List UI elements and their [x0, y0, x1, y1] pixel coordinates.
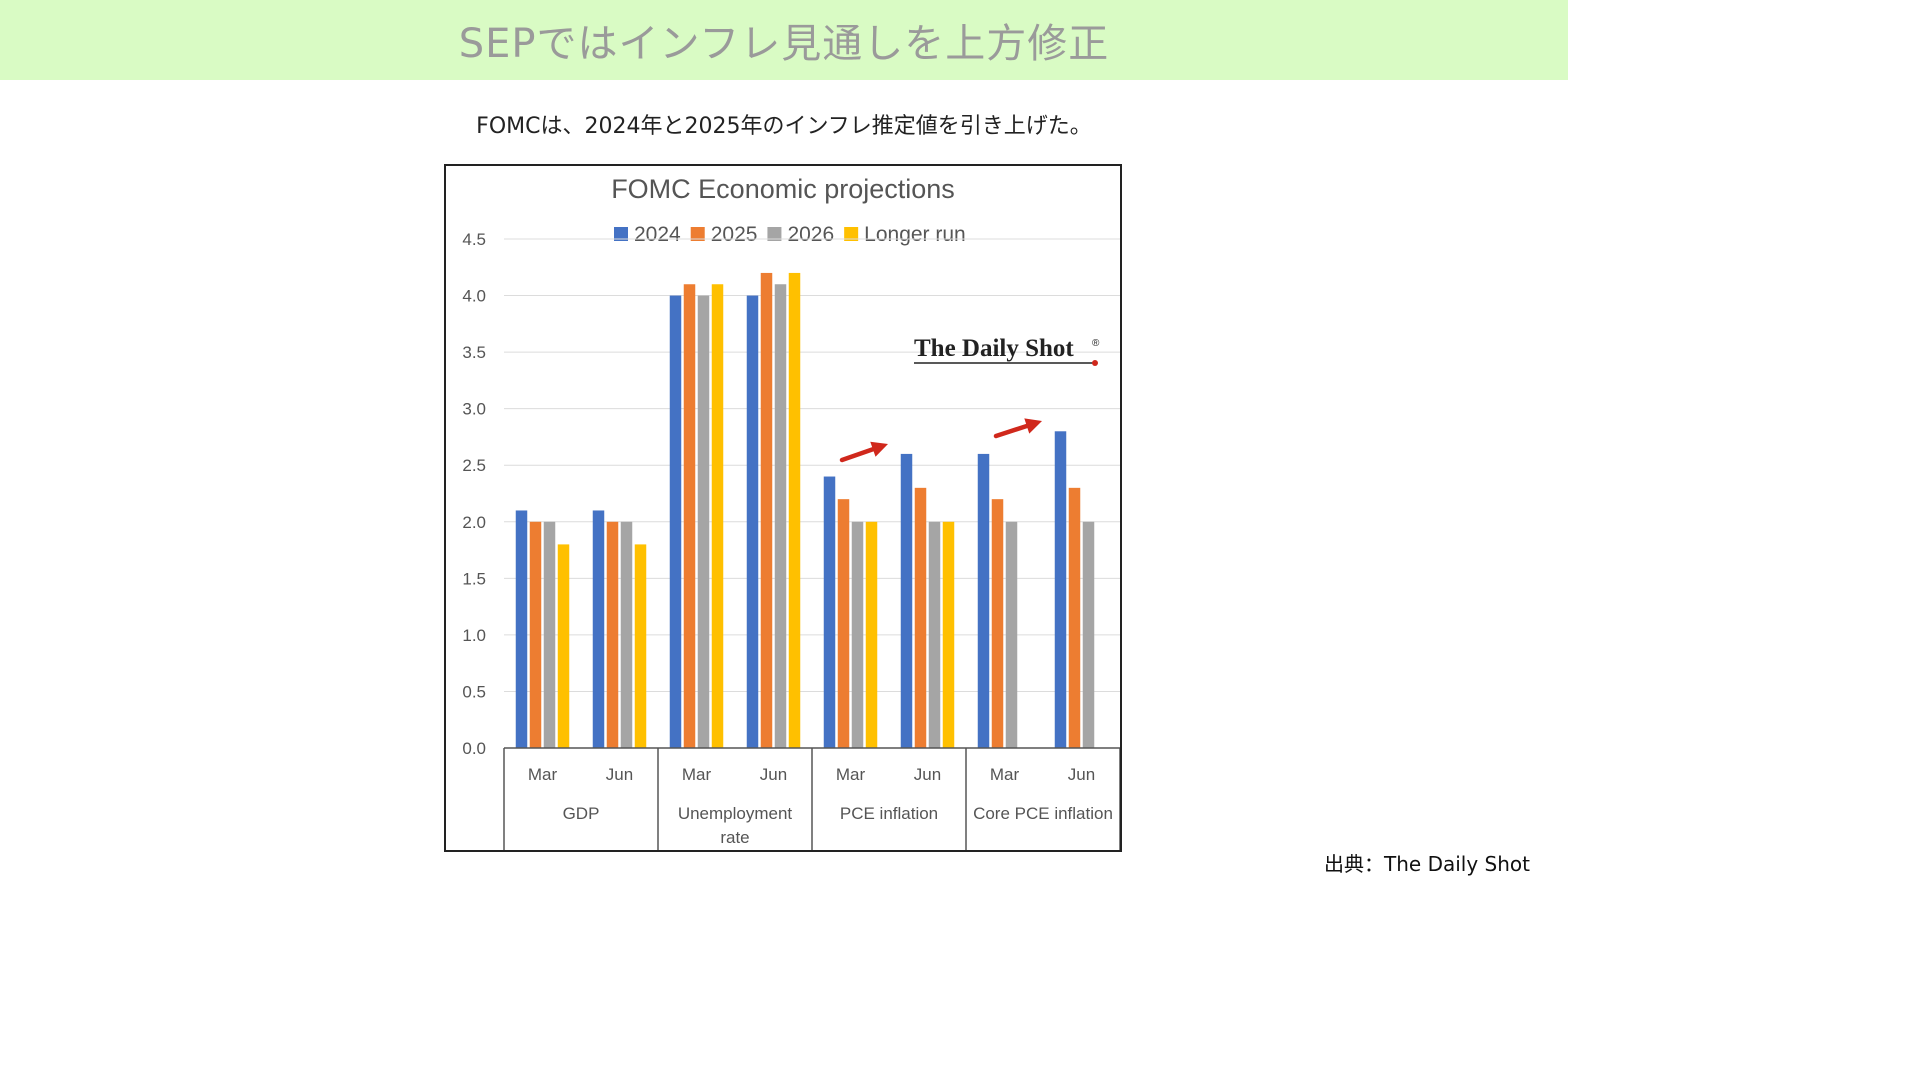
bar-2026: [1082, 521, 1095, 748]
bar-2025: [606, 521, 619, 748]
bar-2024: [900, 453, 913, 748]
bar-2025: [837, 499, 850, 748]
legend-label-2: 2025: [711, 223, 758, 246]
annotation-arrow-pce-head: [870, 441, 888, 457]
bar-longer-run: [788, 272, 801, 748]
bar-2024: [1054, 431, 1067, 748]
x-subcategory-label: Jun: [914, 765, 941, 784]
x-subcategory-label: Jun: [1068, 765, 1095, 784]
bar-2024: [746, 295, 759, 748]
watermark-dot: [1092, 360, 1098, 366]
y-tick-label: 3.0: [462, 400, 486, 419]
x-subcategory-label: Mar: [836, 765, 866, 784]
y-tick-label: 2.5: [462, 456, 486, 475]
x-subcategory-label: Jun: [760, 765, 787, 784]
legend-label-3: 2026: [787, 223, 834, 246]
title-banner: SEPではインフレ見通しを上方修正: [0, 0, 1568, 80]
bar-longer-run: [942, 521, 955, 748]
y-tick-label: 0.5: [462, 682, 486, 701]
legend-swatch-1: [614, 227, 628, 241]
y-tick-label: 1.0: [462, 626, 486, 645]
bar-2024: [515, 510, 528, 748]
page-subtitle: FOMCは、2024年と2025年のインフレ推定値を引き上げた。: [476, 114, 1092, 139]
x-category-label: PCE inflation: [840, 804, 938, 823]
y-tick-label: 3.5: [462, 343, 486, 362]
x-category-label: rate: [720, 828, 749, 847]
y-tick-label: 2.0: [462, 513, 486, 532]
watermark-registered-mark: ®: [1092, 338, 1100, 349]
legend-swatch-2: [690, 227, 705, 241]
bar-2025: [529, 521, 542, 748]
x-subcategory-label: Mar: [528, 765, 558, 784]
chart-frame: FOMC Economic projections 2024 2025 2026 Lon…: [444, 164, 1122, 852]
x-category-label: Core PCE inflation: [973, 804, 1113, 823]
bar-2024: [823, 476, 836, 748]
bar-2026: [1005, 521, 1018, 748]
bar-2024: [592, 510, 605, 748]
bar-2026: [543, 521, 556, 748]
bar-2025: [1068, 487, 1081, 748]
bar-longer-run: [865, 521, 878, 748]
bar-2024: [977, 453, 990, 748]
x-category-label: GDP: [563, 804, 600, 823]
bar-2024: [669, 295, 682, 748]
y-tick-label: 4.0: [462, 287, 486, 306]
watermark-logo: The Daily Shot: [914, 335, 1074, 362]
legend-swatch-4: [844, 227, 859, 241]
x-subcategory-label: Mar: [990, 765, 1020, 784]
y-tick-label: 0.0: [462, 739, 486, 758]
bar-longer-run: [557, 544, 570, 748]
page-title: SEPではインフレ見通しを上方修正: [458, 21, 1110, 67]
bar-2026: [697, 295, 710, 748]
annotation-arrow-core-pce: [993, 423, 1030, 439]
x-category-label: Unemployment: [678, 804, 793, 823]
bar-2025: [760, 272, 773, 748]
bar-2026: [851, 521, 864, 748]
bar-longer-run: [634, 544, 647, 748]
annotation-arrow-pce: [839, 447, 876, 463]
legend-swatch-3: [767, 227, 782, 241]
chart-title: FOMC Economic projections: [611, 174, 955, 204]
x-subcategory-label: Mar: [682, 765, 712, 784]
annotation-arrow-core-pce-head: [1024, 418, 1042, 434]
y-tick-label: 4.5: [462, 230, 486, 249]
bar-2026: [620, 521, 633, 748]
bar-longer-run: [711, 284, 724, 748]
y-tick-label: 1.5: [462, 569, 486, 588]
fomc-projections-chart: FOMC Economic projections 2024 2025 2026 Lon…: [462, 174, 1120, 850]
bar-2025: [991, 499, 1004, 748]
x-subcategory-label: Jun: [606, 765, 633, 784]
source-credit: 出典：The Daily Shot: [1324, 852, 1530, 876]
bar-2025: [683, 284, 696, 748]
bar-2025: [914, 487, 927, 748]
bar-2026: [928, 521, 941, 748]
legend-label-4: Longer run: [864, 223, 966, 246]
bar-2026: [774, 284, 787, 748]
legend-label-1: 2024: [634, 223, 681, 246]
